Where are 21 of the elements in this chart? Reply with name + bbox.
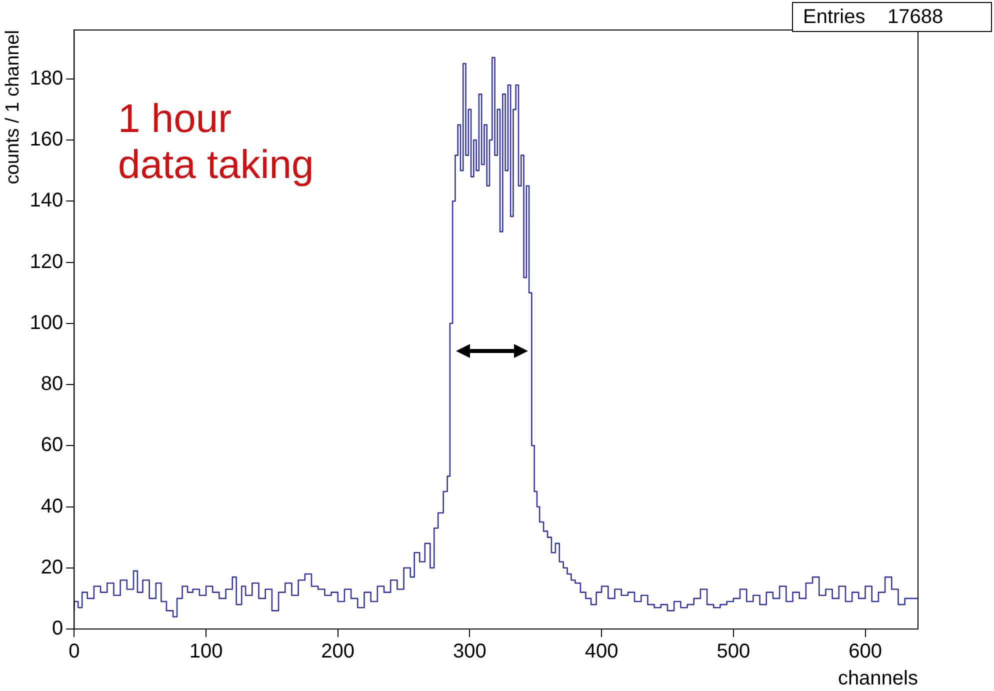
x-tick-label: 600 <box>848 640 882 663</box>
y-tick-label: 120 <box>30 250 64 273</box>
x-tick-label: 100 <box>189 640 223 663</box>
y-tick-label: 180 <box>30 67 64 90</box>
x-tick-label: 0 <box>68 640 80 663</box>
y-axis-title: counts / 1 channel <box>2 30 24 184</box>
x-tick-label: 400 <box>584 640 618 663</box>
x-tick-label: 300 <box>453 640 486 663</box>
annotation: 1 hour data taking <box>118 96 314 188</box>
x-axis-title: channels <box>838 668 918 690</box>
y-tick-label: 100 <box>30 312 64 334</box>
x-tick-label: 200 <box>321 640 355 663</box>
x-tick-label: 500 <box>716 640 750 663</box>
y-tick-label: 160 <box>30 128 64 151</box>
y-tick-label: 140 <box>30 190 64 212</box>
y-tick-label: 80 <box>40 373 64 396</box>
y-tick-label: 20 <box>40 556 64 578</box>
y-tick-label: 60 <box>40 434 64 456</box>
text: Entries 17688 <box>792 2 992 32</box>
y-tick-label: 0 <box>52 618 64 640</box>
y-tick-label: 40 <box>40 495 64 518</box>
